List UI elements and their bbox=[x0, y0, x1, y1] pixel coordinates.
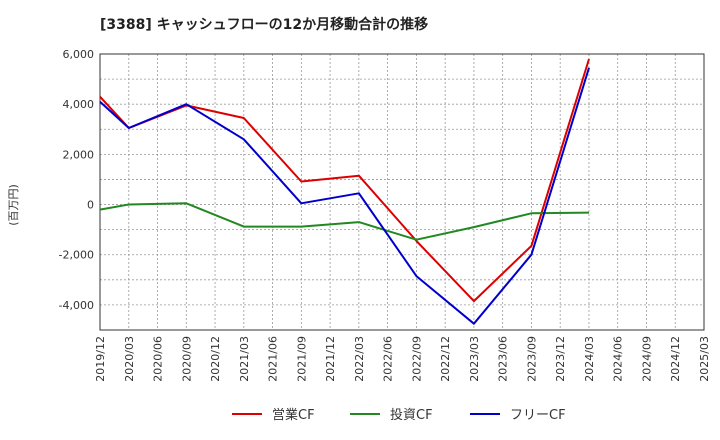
legend-label: 営業CF bbox=[272, 407, 315, 423]
x-tick-label: 2021/12 bbox=[324, 336, 337, 382]
x-tick-label: 2020/06 bbox=[152, 336, 165, 382]
grid bbox=[100, 53, 704, 331]
series-line bbox=[99, 202, 590, 241]
y-tick-label: -2,000 bbox=[59, 249, 94, 262]
legend-label: フリーCF bbox=[510, 408, 566, 423]
x-tick-label: 2024/09 bbox=[640, 336, 653, 382]
x-tick-label: 2022/03 bbox=[353, 336, 366, 382]
x-tick-label: 2020/09 bbox=[180, 336, 193, 382]
y-axis: 6,000 4,000 2,000 0 -2,000 -4,000 bbox=[59, 48, 94, 312]
y-tick-label: 0 bbox=[87, 199, 94, 212]
series-lines bbox=[99, 58, 590, 325]
x-tick-label: 2020/03 bbox=[123, 336, 136, 382]
x-tick-label: 2023/12 bbox=[554, 336, 567, 382]
y-tick-label: 4,000 bbox=[63, 98, 95, 111]
x-tick-label: 2020/12 bbox=[209, 336, 222, 382]
x-tick-label: 2022/12 bbox=[439, 336, 452, 382]
x-tick-label: 2022/09 bbox=[410, 336, 423, 382]
y-tick-label: 6,000 bbox=[63, 48, 95, 61]
x-tick-label: 2024/12 bbox=[669, 336, 682, 382]
chart-title: [3388] キャッシュフローの12か月移動合計の推移 bbox=[100, 16, 428, 33]
x-tick-label: 2021/09 bbox=[295, 336, 308, 382]
series-line bbox=[99, 67, 590, 325]
y-tick-label: 2,000 bbox=[63, 148, 95, 161]
x-tick-label: 2024/03 bbox=[583, 336, 596, 382]
x-tick-label: 2019/12 bbox=[94, 336, 107, 382]
series-line bbox=[99, 58, 590, 303]
legend: 営業CF 投資CF フリーCF bbox=[232, 407, 566, 423]
x-axis: 2019/12 2020/03 2020/06 2020/09 2020/12 2021/… bbox=[94, 336, 711, 382]
x-tick-label: 2022/06 bbox=[382, 336, 395, 382]
x-tick-label: 2023/09 bbox=[525, 336, 538, 382]
x-tick-label: 2023/06 bbox=[497, 336, 510, 382]
x-tick-label: 2021/06 bbox=[267, 336, 280, 382]
legend-label: 投資CF bbox=[390, 407, 433, 423]
x-tick-label: 2025/03 bbox=[698, 336, 711, 382]
plot-area bbox=[99, 53, 705, 331]
y-axis-label: (百万円) bbox=[7, 184, 20, 226]
y-tick-label: -4,000 bbox=[59, 299, 94, 312]
x-tick-label: 2023/03 bbox=[468, 336, 481, 382]
x-tick-label: 2024/06 bbox=[612, 336, 625, 382]
x-tick-label: 2021/03 bbox=[238, 336, 251, 382]
